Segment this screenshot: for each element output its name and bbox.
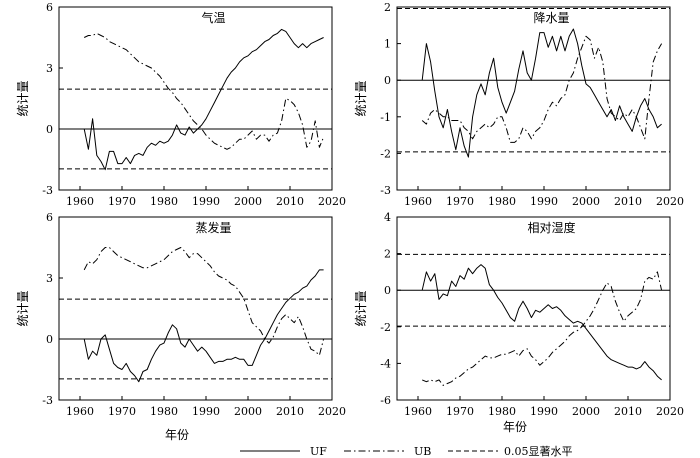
y-axis-label: 统计量 — [16, 290, 30, 326]
series-line-ub — [421, 35, 663, 143]
x-tick-label: 2020 — [318, 405, 346, 418]
x-axis-label-right: 年份 — [503, 420, 527, 434]
x-tick-label: 2010 — [276, 195, 304, 208]
x-tick-label: 2010 — [276, 405, 304, 418]
legend-label-ub: UB — [414, 445, 431, 458]
x-tick-label: 2000 — [234, 405, 262, 418]
plot-frame — [396, 6, 671, 191]
y-tick-label: -1 — [380, 111, 391, 124]
panel-relative-humidity: -6 -4 -2 0 2 4 1960 1970 1980 1990 2000 2010 2020 相对湿… — [354, 211, 684, 418]
legend-label-uf: UF — [310, 445, 327, 458]
x-tick-label: 1960 — [66, 405, 94, 418]
plot-frame — [396, 216, 671, 401]
y-tick-label: -2 — [380, 147, 391, 160]
y-tick-label: 3 — [46, 272, 53, 285]
y-tick-label: 2 — [384, 248, 391, 261]
series-line-uf — [421, 28, 662, 158]
x-tick-label: 1990 — [192, 195, 220, 208]
y-tick-label: 0 — [384, 284, 391, 297]
x-tick-label: 2010 — [614, 195, 642, 208]
y-tick-label: 6 — [46, 1, 53, 14]
y-tick-label: 0 — [46, 333, 53, 346]
x-tick-label: 2020 — [318, 195, 346, 208]
x-tick-label: 2000 — [234, 195, 262, 208]
series-line-ub — [83, 247, 325, 356]
series-line-uf — [83, 269, 324, 383]
legend: UF UB 0.05显著水平 — [240, 444, 573, 458]
x-tick-label: 2010 — [614, 405, 642, 418]
x-tick-label: 1960 — [404, 405, 432, 418]
y-tick-label: 1 — [384, 38, 391, 51]
y-tick-label: -3 — [42, 184, 53, 197]
series-line-ub — [83, 32, 325, 150]
legend-label-significance: 0.05显著水平 — [504, 444, 573, 458]
series-line-uf — [421, 264, 662, 381]
series-line-uf — [83, 28, 324, 171]
panel-title: 降水量 — [533, 11, 569, 25]
x-tick-label: 2000 — [572, 405, 600, 418]
x-axis-label-left: 年份 — [165, 428, 189, 442]
x-tick-label: 1980 — [488, 195, 516, 208]
panel-title: 气温 — [201, 10, 225, 25]
plot-frame — [58, 216, 333, 401]
x-tick-label: 1960 — [66, 195, 94, 208]
y-tick-label: -4 — [380, 357, 391, 370]
panel-precipitation: -3 -2 -1 0 1 2 1960 1970 1980 1990 2000 2010 2020 降水量… — [354, 1, 684, 208]
y-axis-label: 统计量 — [354, 290, 368, 326]
x-tick-label: 1970 — [446, 405, 474, 418]
x-tick-label: 2020 — [656, 405, 684, 418]
y-tick-label: -6 — [380, 394, 391, 407]
x-tick-label: 1990 — [530, 405, 558, 418]
y-axis-label: 统计量 — [16, 80, 30, 116]
x-tick-label: 1970 — [446, 195, 474, 208]
x-tick-label: 1990 — [192, 405, 220, 418]
x-tick-label: 2000 — [572, 195, 600, 208]
x-tick-label: 2020 — [656, 195, 684, 208]
panel-title: 蒸发量 — [195, 220, 231, 235]
y-tick-label: 4 — [384, 211, 391, 224]
y-tick-label: 6 — [46, 211, 53, 224]
x-tick-label: 1960 — [404, 195, 432, 208]
y-tick-label: 3 — [46, 62, 53, 75]
y-tick-label: -3 — [380, 184, 391, 197]
x-tick-label: 1990 — [530, 195, 558, 208]
plot-frame — [58, 6, 333, 191]
x-tick-label: 1980 — [150, 405, 178, 418]
x-tick-label: 1980 — [488, 405, 516, 418]
y-tick-label: -3 — [42, 394, 53, 407]
x-tick-label: 1970 — [108, 195, 136, 208]
y-axis-label: 统计量 — [354, 80, 368, 116]
panel-title: 相对湿度 — [527, 220, 575, 235]
x-tick-label: 1970 — [108, 405, 136, 418]
series-line-ub — [422, 271, 663, 386]
x-tick-label: 1980 — [150, 195, 178, 208]
y-tick-label: 2 — [384, 1, 391, 14]
y-tick-label: -2 — [380, 321, 391, 334]
y-tick-label: 0 — [46, 123, 53, 136]
y-tick-label: 0 — [384, 74, 391, 87]
